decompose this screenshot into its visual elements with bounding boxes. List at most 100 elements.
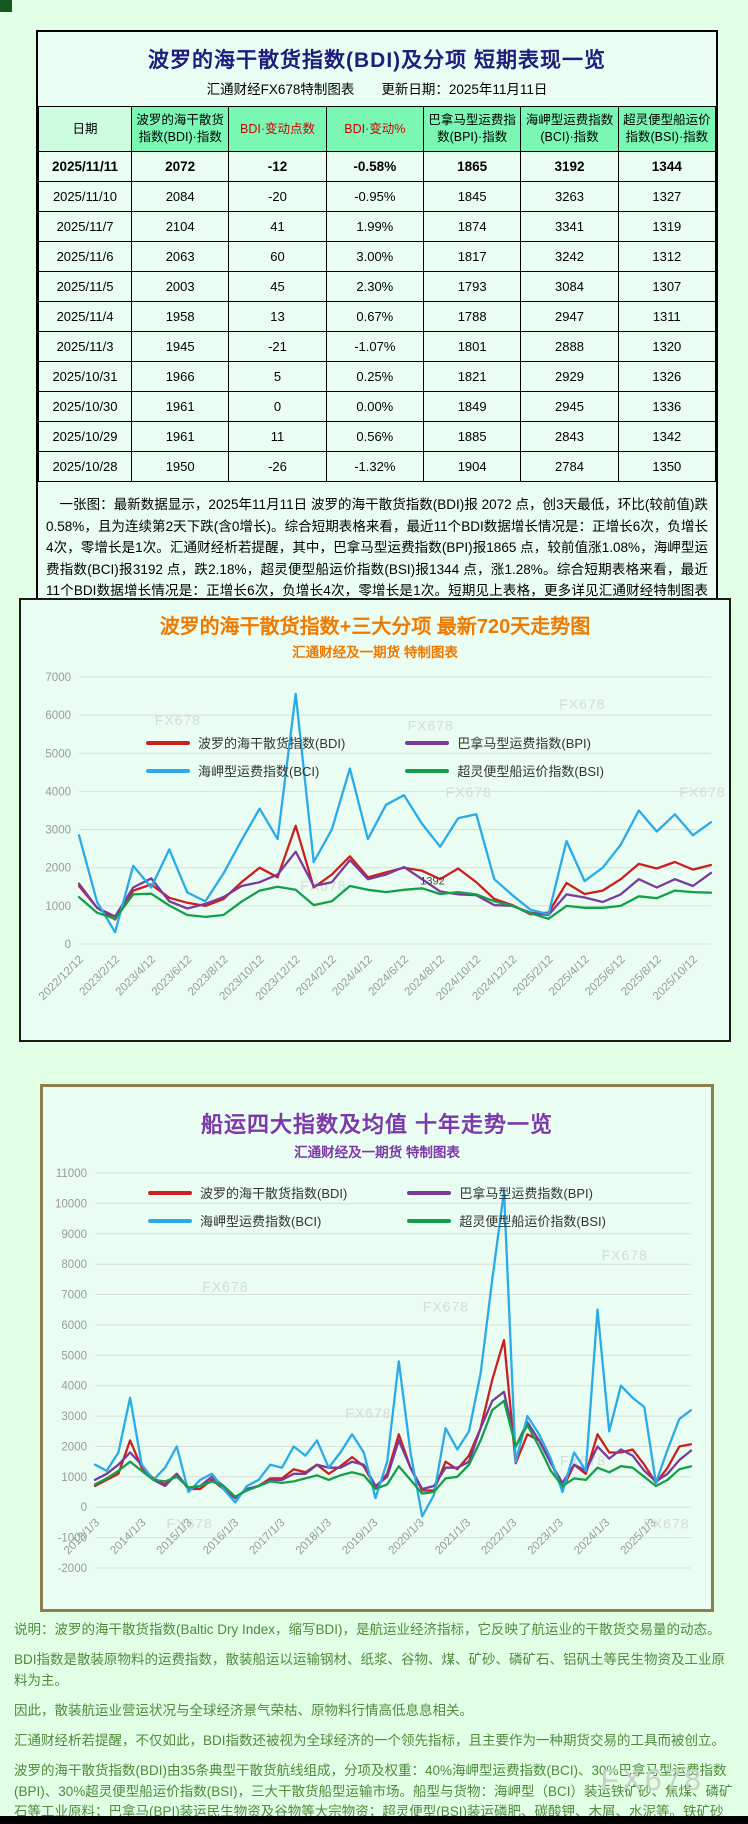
svg-text:7000: 7000 bbox=[45, 672, 71, 684]
table-cell: 1904 bbox=[422, 451, 522, 482]
table-cell: -0.58% bbox=[325, 151, 424, 182]
explanation-text: 说明：波罗的海干散货指数(Baltic Dry Index，缩写BDI)，是航运… bbox=[14, 1620, 736, 1824]
summary-note: 一张图：最新数据显示，2025年11月11日 波罗的海干散货指数(BDI)报 2… bbox=[46, 497, 709, 620]
svg-text:2019/1/3: 2019/1/3 bbox=[340, 1517, 380, 1557]
legend-line-swatch bbox=[405, 768, 450, 773]
legend-label: 巴拿马型运费指数(BPI) bbox=[457, 736, 591, 751]
table-cell: 1801 bbox=[422, 331, 522, 362]
fx678-watermark: FX678 bbox=[600, 1764, 704, 1797]
table-cell: 3341 bbox=[520, 211, 619, 242]
svg-text:2022/12/12: 2022/12/12 bbox=[37, 954, 86, 1003]
svg-text:-1000: -1000 bbox=[58, 1533, 87, 1545]
legend-item: 海岬型运费指数(BCI) bbox=[146, 761, 345, 780]
svg-text:-2000: -2000 bbox=[58, 1563, 87, 1575]
svg-text:0: 0 bbox=[81, 1502, 87, 1514]
table-cell: -26 bbox=[228, 451, 327, 482]
svg-text:3000: 3000 bbox=[61, 1411, 87, 1423]
table-row: 2025/10/31 1966 5 0.25% 1821 2929 1326 bbox=[38, 361, 717, 392]
chart-10year-panel: 船运四大指数及均值 十年走势一览 汇通财经及一期货 特制图表 -2000 -100… bbox=[40, 1084, 714, 1612]
chart-10year-wrap: -2000 -1000 0 1000 2000 3000 4000 5000 6000 7000 8… bbox=[43, 1161, 711, 1618]
table-cell: 0.67% bbox=[325, 301, 424, 332]
table-cell: 1821 bbox=[422, 361, 522, 392]
table-cell: 3192 bbox=[520, 151, 619, 182]
chart-720day-legend: 波罗的海干散货指数(BDI) 巴拿马型运费指数(BPI) 海岬型运费指数(BCI) 超… bbox=[146, 733, 604, 780]
table-cell: -20 bbox=[228, 181, 327, 212]
chart-10year-title: 船运四大指数及均值 十年走势一览 bbox=[200, 1112, 554, 1137]
table-cell: 1.99% bbox=[325, 211, 424, 242]
svg-text:2000: 2000 bbox=[45, 863, 71, 875]
chart-720day-panel: 波罗的海干散货指数+三大分项 最新720天走势图 汇通财经及一期货 特制图表 0… bbox=[19, 598, 731, 1042]
svg-text:2024/1/3: 2024/1/3 bbox=[572, 1517, 612, 1557]
table-cell: 2025/10/29 bbox=[38, 421, 132, 452]
table-body: 2025/11/11 2072 -12 -0.58% 1865 3192 1344 2025/… bbox=[38, 151, 717, 482]
table-cell: 1945 bbox=[130, 331, 230, 362]
table-cell: 1336 bbox=[617, 391, 717, 422]
legend-line-swatch bbox=[148, 1218, 193, 1223]
legend-item: 波罗的海干散货指数(BDI) bbox=[148, 1183, 347, 1202]
svg-text:3000: 3000 bbox=[45, 825, 71, 837]
table-cell: 1319 bbox=[617, 211, 717, 242]
table-cell: 2084 bbox=[130, 181, 230, 212]
svg-text:FX678: FX678 bbox=[643, 1516, 689, 1532]
svg-text:FX678: FX678 bbox=[602, 1247, 648, 1263]
table-cell: 1326 bbox=[617, 361, 717, 392]
svg-text:2022/1/3: 2022/1/3 bbox=[479, 1517, 519, 1557]
table-cell: 60 bbox=[228, 241, 327, 272]
table-cell: 2025/11/3 bbox=[38, 331, 132, 362]
table-cell: 2072 bbox=[130, 151, 230, 182]
legend-label: 波罗的海干散货指数(BDI) bbox=[198, 736, 346, 751]
legend-item: 超灵便型船运价指数(BSI) bbox=[407, 1211, 606, 1230]
table-cell: 0.25% bbox=[325, 361, 424, 392]
svg-text:FX678: FX678 bbox=[423, 1298, 469, 1314]
table-cell: 2063 bbox=[130, 241, 230, 272]
table-row: 2025/11/4 1958 13 0.67% 1788 2947 1311 bbox=[38, 301, 717, 332]
column-header: BDI·变动% bbox=[325, 106, 424, 152]
table-cell: 1961 bbox=[130, 391, 230, 422]
svg-text:11000: 11000 bbox=[56, 1168, 87, 1180]
table-row: 2025/10/29 1961 11 0.56% 1885 2843 1342 bbox=[38, 421, 717, 452]
bottom-bar bbox=[0, 1816, 748, 1824]
table-cell: 1342 bbox=[617, 421, 717, 452]
chart-720day-subtitle: 汇通财经及一期货 特制图表 bbox=[292, 645, 458, 660]
explanation-line: 说明：波罗的海干散货指数(Baltic Dry Index，缩写BDI)，是航运… bbox=[14, 1622, 721, 1637]
explanation-line: 汇通财经析若提醒，不仅如此，BDI指数还被视为全球经济的一个领先指标，且主要作为… bbox=[14, 1732, 726, 1748]
legend-label: 海岬型运费指数(BCI) bbox=[200, 1214, 322, 1229]
column-header: 波罗的海干散货指数(BDI)·指数 bbox=[130, 106, 230, 152]
svg-text:5000: 5000 bbox=[61, 1350, 87, 1362]
table-cell: -1.07% bbox=[325, 331, 424, 362]
table-cell: 1849 bbox=[422, 391, 522, 422]
svg-text:2020/1/3: 2020/1/3 bbox=[387, 1517, 427, 1557]
column-header: BDI·变动点数 bbox=[228, 106, 327, 152]
table-cell: 2025/10/31 bbox=[38, 361, 132, 392]
legend-line-swatch bbox=[407, 1190, 452, 1195]
table-cell: 41 bbox=[228, 211, 327, 242]
svg-text:2017/1/3: 2017/1/3 bbox=[247, 1517, 287, 1557]
svg-text:FX678: FX678 bbox=[167, 1516, 213, 1532]
table-cell: 5 bbox=[228, 361, 327, 392]
table-cell: 2929 bbox=[520, 361, 619, 392]
table-cell: 1885 bbox=[422, 421, 522, 452]
table-cell: 2025/11/10 bbox=[38, 181, 132, 212]
legend-item: 海岬型运费指数(BCI) bbox=[148, 1211, 347, 1230]
table-cell: 11 bbox=[228, 421, 327, 452]
column-header: 巴拿马型运费指数(BPI)·指数 bbox=[422, 106, 522, 152]
table-cell: 1966 bbox=[130, 361, 230, 392]
svg-text:1392: 1392 bbox=[420, 876, 444, 888]
svg-text:FX678: FX678 bbox=[559, 696, 605, 712]
table-cell: 2025/10/28 bbox=[38, 451, 132, 482]
svg-text:4000: 4000 bbox=[61, 1381, 87, 1393]
legend-label: 巴拿马型运费指数(BPI) bbox=[459, 1186, 593, 1201]
explanation-line: 因此，散装航运业营运状况与全球经济景气荣枯、原物料行情高低息息相关。 bbox=[14, 1702, 473, 1718]
table-cell: 2947 bbox=[520, 301, 619, 332]
table-row: 2025/11/10 2084 -20 -0.95% 1845 3263 1327 bbox=[38, 181, 717, 212]
table-cell: 1793 bbox=[422, 271, 522, 302]
table-cell: 1312 bbox=[617, 241, 717, 272]
legend-item: 波罗的海干散货指数(BDI) bbox=[146, 733, 345, 752]
svg-text:1000: 1000 bbox=[45, 901, 71, 913]
svg-text:FX678: FX678 bbox=[345, 1405, 391, 1421]
legend-line-swatch bbox=[146, 768, 191, 773]
table-cell: 2945 bbox=[520, 391, 619, 422]
page-title: 波罗的海干散货指数(BDI)及分项 短期表现一览 bbox=[148, 49, 606, 72]
legend-item: 巴拿马型运费指数(BPI) bbox=[407, 1183, 606, 1202]
